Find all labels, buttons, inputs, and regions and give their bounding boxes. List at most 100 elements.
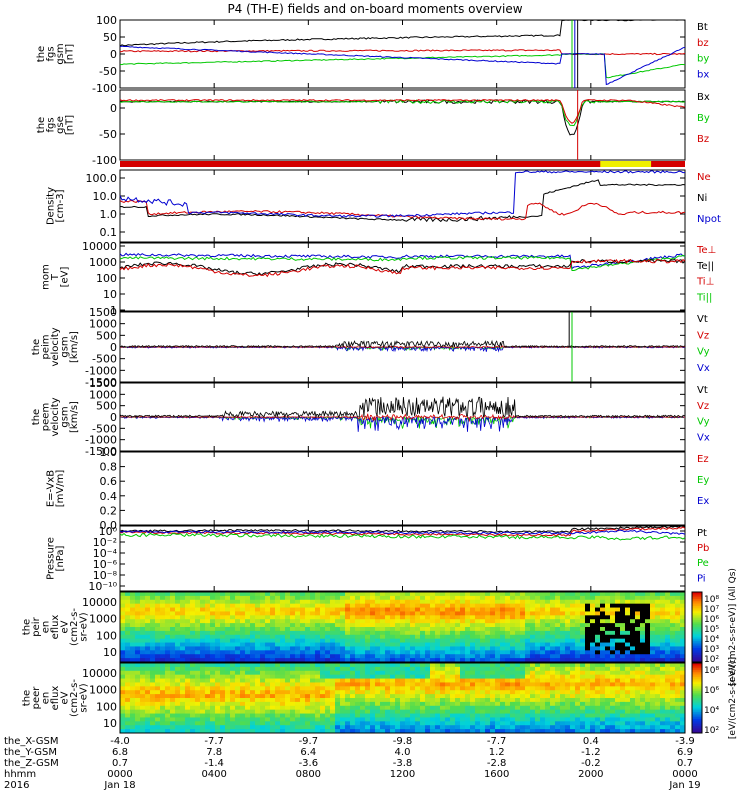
spectrogram-cell xyxy=(575,686,581,691)
spectrogram-cell xyxy=(575,603,581,609)
spectrogram-cell xyxy=(640,634,646,640)
colorbar-cell xyxy=(692,726,702,729)
spectrogram-cell xyxy=(185,599,191,605)
spectrogram-cell xyxy=(465,705,471,711)
spectrogram-cell xyxy=(570,619,576,624)
spectrogram-cell xyxy=(420,721,426,726)
spectrogram-cell xyxy=(510,646,516,651)
spectrogram-cell xyxy=(585,666,591,672)
spectrogram-cell xyxy=(150,630,156,636)
spectrogram-cell xyxy=(600,615,606,620)
spectrogram-cell xyxy=(210,642,216,647)
spectrogram-cell xyxy=(225,595,231,601)
spectrogram-cell xyxy=(300,646,306,651)
spectrogram-cell xyxy=(500,623,506,628)
spectrogram-cell xyxy=(600,690,606,695)
spectrogram-cell xyxy=(515,611,521,616)
spectrogram-cell xyxy=(435,705,441,711)
spectrogram-cell xyxy=(425,619,431,624)
colorbar-cell xyxy=(692,701,702,704)
spectrogram-cell xyxy=(375,698,381,703)
colorbar-cell xyxy=(692,705,702,708)
spectrogram-cell xyxy=(555,709,561,715)
spectrogram-cell xyxy=(270,611,276,616)
spectrogram-cell xyxy=(415,663,421,668)
spectrogram-cell xyxy=(240,709,246,715)
spectrogram-cell xyxy=(285,690,291,695)
spectrogram-cell xyxy=(450,705,456,711)
spectrogram-cell xyxy=(320,615,326,620)
spectrogram-cell xyxy=(475,599,481,605)
spectrogram-cell xyxy=(415,694,421,699)
spectrogram-cell xyxy=(610,705,616,711)
spectrogram-cell xyxy=(345,603,351,609)
spectrogram-cell xyxy=(585,595,591,601)
spectrogram-cell xyxy=(665,642,671,647)
spectrogram-cell xyxy=(180,592,186,597)
spectrogram-cell xyxy=(310,630,316,636)
colorbar-cell xyxy=(692,673,702,676)
spectrogram-cell xyxy=(270,698,276,703)
spectrogram-cell xyxy=(580,646,586,651)
spectrogram-cell xyxy=(325,615,331,620)
spectrogram-cell xyxy=(615,725,621,730)
spectrogram-cell xyxy=(635,721,641,726)
spectrogram-cell xyxy=(535,682,541,687)
spectrogram-cell xyxy=(405,595,411,601)
spectrogram-cell xyxy=(420,615,426,620)
spectrogram-cell xyxy=(190,725,196,730)
spectrogram-cell xyxy=(275,721,281,726)
spectrogram-cell xyxy=(125,674,131,680)
spectrogram-cell xyxy=(140,607,146,612)
colorbar-cell xyxy=(692,655,702,658)
spectrogram-cell xyxy=(525,678,531,683)
spectrogram-cell xyxy=(465,713,471,718)
spectrogram-cell xyxy=(675,698,681,703)
spectrogram-cell xyxy=(385,658,391,663)
spectrogram-cell xyxy=(325,658,331,663)
spectrogram-cell xyxy=(530,634,536,640)
spectrogram-cell xyxy=(220,646,226,651)
spectrogram-cell xyxy=(210,630,216,636)
spectrogram-cell xyxy=(190,646,196,651)
spectrogram-cell xyxy=(200,709,206,715)
spectrogram-cell xyxy=(425,690,431,695)
spectrogram-cell xyxy=(370,615,376,620)
spectrogram-cell xyxy=(500,603,506,609)
spectrogram-cell xyxy=(640,686,646,691)
spectrogram-cell xyxy=(190,623,196,628)
spectrogram-cell xyxy=(365,592,371,597)
spectrogram-cell xyxy=(210,725,216,730)
spectrogram-cell xyxy=(330,619,336,624)
spectrogram-cell xyxy=(245,627,251,632)
spectrogram-cell xyxy=(250,694,256,699)
spectrogram-cell xyxy=(595,682,601,687)
spectrogram-cell xyxy=(210,717,216,722)
spectrogram-cell xyxy=(350,595,356,601)
colorbar-cell xyxy=(692,632,702,635)
spectrogram-cell xyxy=(500,698,506,703)
spectrogram-cell xyxy=(190,619,196,624)
spectrogram-cell xyxy=(495,682,501,687)
spectrogram-cell xyxy=(530,682,536,687)
spectrogram-cell xyxy=(300,663,306,668)
spectrogram-cell xyxy=(400,619,406,624)
spectrogram-cell xyxy=(235,623,241,628)
spectrogram-cell xyxy=(330,627,336,632)
spectrogram-cell xyxy=(235,619,241,624)
spectrogram-cell xyxy=(510,713,516,718)
spectrogram-cell xyxy=(525,646,531,651)
spectrogram-cell xyxy=(425,650,431,655)
spectrogram-cell xyxy=(165,592,171,597)
spectrogram-cell xyxy=(320,713,326,718)
spectrogram-cell xyxy=(320,630,326,636)
spectrogram-cell xyxy=(400,698,406,703)
spectrogram-cell xyxy=(335,638,341,644)
spectrogram-cell xyxy=(155,694,161,699)
colorbar-cell xyxy=(692,606,702,609)
spectrogram-cell xyxy=(565,666,571,672)
spectrogram-cell xyxy=(530,630,536,636)
spectrogram-cell xyxy=(590,701,596,707)
spectrogram-cell xyxy=(515,592,521,597)
spectrogram-cell xyxy=(420,690,426,695)
